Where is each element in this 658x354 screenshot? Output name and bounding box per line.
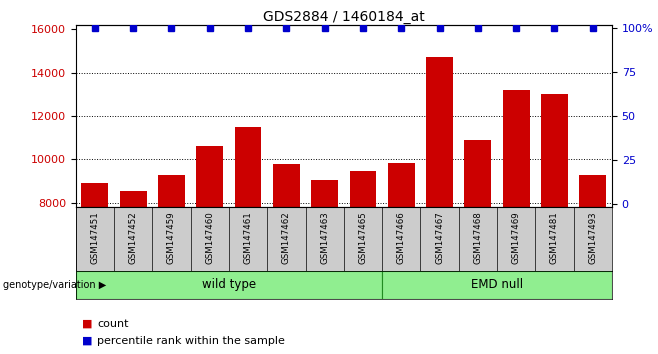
- Text: ■: ■: [82, 319, 93, 329]
- Text: GSM147463: GSM147463: [320, 212, 329, 264]
- Text: GSM147493: GSM147493: [588, 212, 597, 264]
- Text: GSM147459: GSM147459: [167, 212, 176, 264]
- Text: GSM147460: GSM147460: [205, 212, 215, 264]
- Text: GSM147452: GSM147452: [128, 212, 138, 264]
- Text: GSM147469: GSM147469: [512, 212, 520, 264]
- Text: genotype/variation ▶: genotype/variation ▶: [3, 280, 107, 290]
- Text: GSM147462: GSM147462: [282, 212, 291, 264]
- Bar: [311, 180, 338, 207]
- Bar: [465, 140, 492, 207]
- Text: count: count: [97, 319, 129, 329]
- Text: wild type: wild type: [202, 279, 256, 291]
- Bar: [82, 183, 108, 207]
- Bar: [120, 191, 147, 207]
- Text: GSM147467: GSM147467: [435, 212, 444, 264]
- Text: GSM147465: GSM147465: [359, 212, 367, 264]
- Text: ■: ■: [82, 336, 93, 346]
- Bar: [580, 175, 606, 207]
- Text: EMD null: EMD null: [471, 279, 523, 291]
- Text: GSM147468: GSM147468: [473, 212, 482, 264]
- Text: GSM147451: GSM147451: [90, 212, 99, 264]
- Text: GSM147461: GSM147461: [243, 212, 253, 264]
- Bar: [503, 90, 530, 207]
- Bar: [76, 271, 382, 299]
- Text: GSM147466: GSM147466: [397, 212, 406, 264]
- Bar: [541, 94, 568, 207]
- Bar: [158, 175, 185, 207]
- Bar: [426, 57, 453, 207]
- Bar: [273, 164, 300, 207]
- Bar: [196, 146, 223, 207]
- Text: percentile rank within the sample: percentile rank within the sample: [97, 336, 286, 346]
- Text: GSM147481: GSM147481: [550, 212, 559, 264]
- Bar: [382, 271, 612, 299]
- Title: GDS2884 / 1460184_at: GDS2884 / 1460184_at: [263, 10, 424, 24]
- Bar: [235, 127, 261, 207]
- Bar: [388, 162, 415, 207]
- Bar: [349, 171, 376, 207]
